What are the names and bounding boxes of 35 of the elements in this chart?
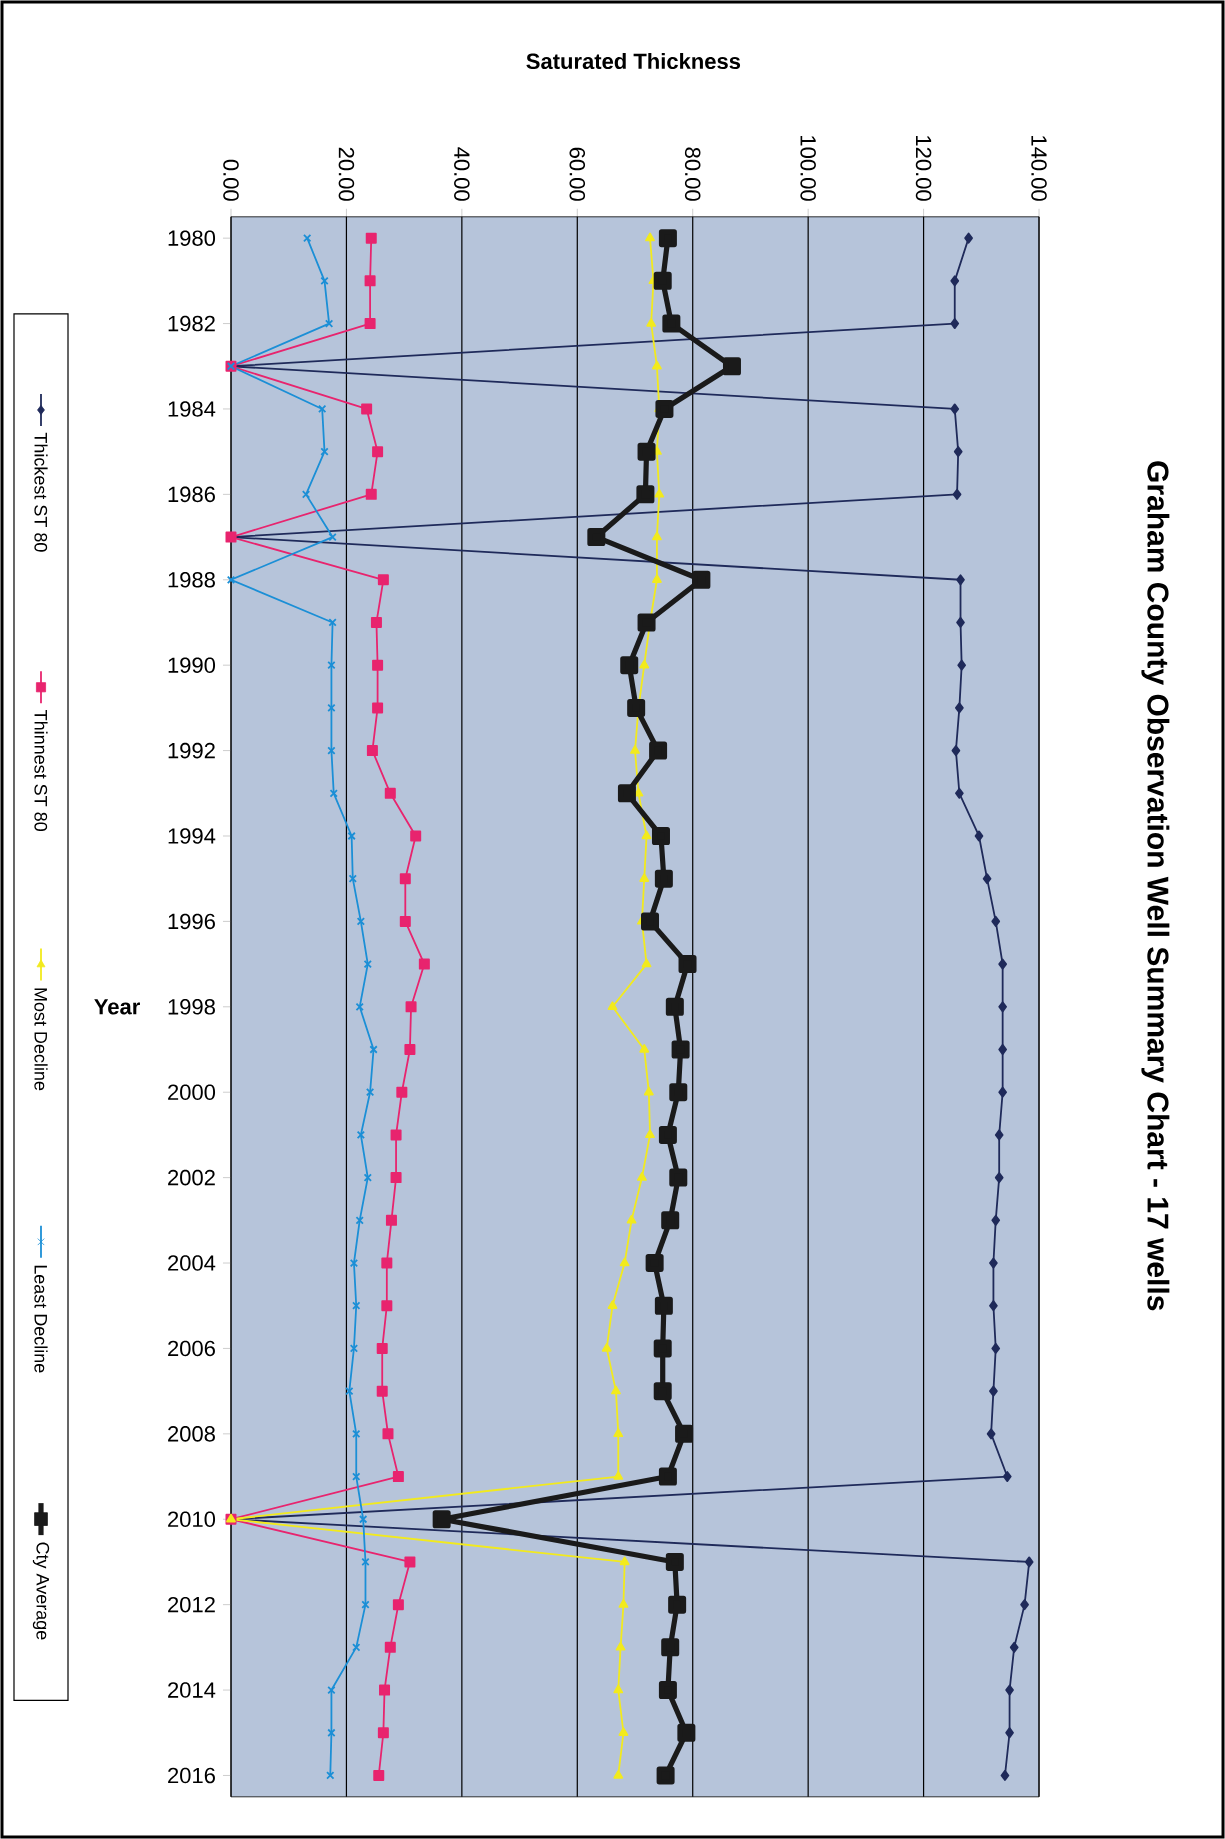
x-tick-label: 140.00: [1031, 136, 1047, 201]
y-tick-label: 2006: [168, 1340, 215, 1357]
x-tick-label: 0.00: [223, 159, 239, 201]
y-tick-label: 1988: [168, 572, 215, 588]
legend-label: Thinnest ST 80: [34, 710, 48, 832]
y-tick-label: 2002: [168, 1169, 215, 1186]
text: Graham County Observation Well Summary Chart - 17 wells: [1141, 461, 1170, 1311]
y-tick-label: 1994: [168, 828, 216, 844]
y-tick-label: 1982: [168, 315, 215, 332]
y-tick-label: 1998: [168, 999, 215, 1015]
y-tick-label: 1996: [168, 913, 215, 930]
y-tick-label: 1980: [168, 230, 216, 246]
y-tick-label: 1986: [168, 486, 215, 503]
y-tick-label: 2012: [168, 1596, 215, 1613]
legend-label: Least Decline: [34, 1265, 48, 1373]
y-tick-label: 2016: [168, 1767, 215, 1784]
y-tick-label: 1992: [168, 742, 215, 759]
x-tick-label: 100.00: [800, 136, 816, 201]
x-tick-label: 80.00: [684, 147, 701, 201]
y-tick-label: 2000: [168, 1084, 216, 1101]
y-axis-title: Year: [94, 999, 140, 1015]
y-tick-label: 1984: [168, 401, 216, 417]
x-tick-label: 120.00: [915, 136, 932, 201]
x-tick-label: 20.00: [338, 147, 355, 201]
y-tick-label: 2010: [168, 1511, 216, 1528]
x-tick-label: 40.00: [454, 147, 470, 201]
x-tick-label: 60.00: [569, 147, 586, 201]
x-axis-title: Saturated Thickness: [526, 52, 741, 70]
y-tick-label: 1990: [168, 657, 216, 673]
legend-label: Thickest ST 80: [34, 432, 48, 552]
y-tick-label: 2008: [168, 1426, 215, 1442]
legend-label: Cty Average: [32, 1542, 50, 1640]
y-tick-label: 2014: [168, 1682, 216, 1698]
y-tick-label: 2004: [168, 1255, 216, 1271]
legend-label: Most Decline: [34, 988, 48, 1091]
